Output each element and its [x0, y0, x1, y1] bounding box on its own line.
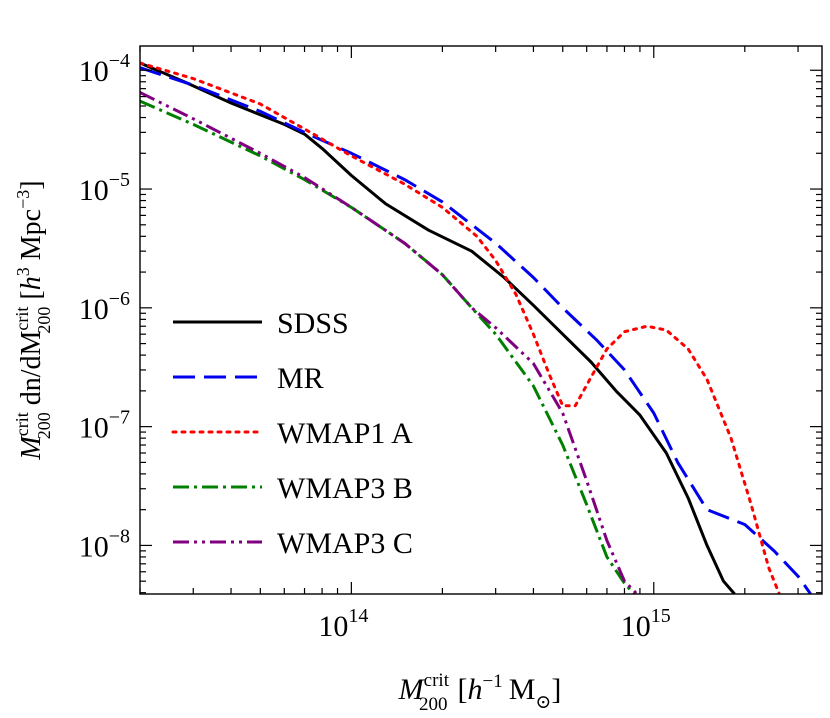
legend-label-wmap1-a: WMAP1 A: [277, 417, 413, 450]
legend-label-mr: MR: [277, 362, 324, 395]
x-tick-label: 1015: [621, 605, 671, 643]
series-line-mr: [140, 66, 812, 594]
y-axis-label: Mcrit 200 dn/dMcrit 200 [h3 Mpc−3]: [12, 180, 54, 460]
x-axis-label: Mcrit 200 [h−1 M⊙]: [398, 670, 562, 713]
y-tick-label: 10−4: [79, 50, 130, 88]
ticks-layer: 1014 1015 10−4 10−5 10−6 10−7 10−8: [79, 46, 822, 643]
series-line-wmap3-c: [140, 91, 639, 594]
x-tick-label: 1014: [318, 605, 368, 643]
y-tick-label: 10−8: [79, 525, 130, 563]
legend-label-wmap3-b: WMAP3 B: [277, 472, 413, 505]
series-line-wmap3-b: [140, 99, 636, 594]
y-tick-label: 10−6: [79, 288, 130, 326]
legend-label-sdss: SDSS: [277, 307, 349, 340]
series-layer: [140, 61, 812, 594]
legend: SDSS MR WMAP1 A WMAP3 B WMAP3 C: [171, 307, 413, 560]
legend-label-wmap3-c: WMAP3 C: [277, 527, 413, 560]
plot-frame: [139, 45, 823, 595]
series-line-wmap1-a: [140, 61, 781, 594]
y-tick-label: 10−7: [79, 407, 130, 445]
y-tick-label: 10−5: [79, 169, 130, 207]
